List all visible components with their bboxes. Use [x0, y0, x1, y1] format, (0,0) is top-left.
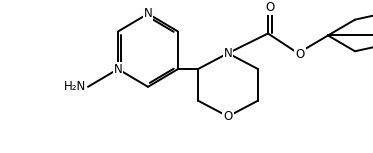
Text: N: N — [144, 7, 153, 20]
Text: O: O — [265, 1, 274, 14]
Text: O: O — [295, 48, 305, 61]
Text: N: N — [224, 47, 232, 60]
Text: O: O — [223, 110, 233, 123]
Text: N: N — [114, 63, 122, 76]
Text: H₂N: H₂N — [64, 80, 86, 93]
